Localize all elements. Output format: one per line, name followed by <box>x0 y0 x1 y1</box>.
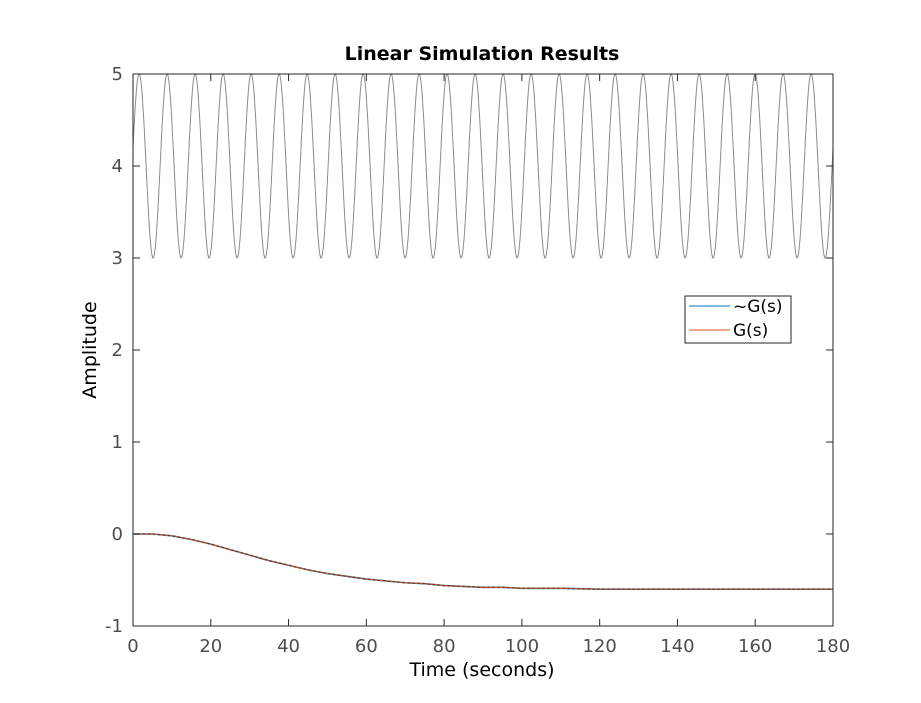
input-signal-line <box>132 73 834 259</box>
y-axis-ticks: -1 0 1 2 3 4 5 <box>105 64 833 637</box>
y-tick-label: 0 <box>112 524 123 545</box>
signal-layer <box>132 73 834 259</box>
x-tick-label: 0 <box>127 636 138 657</box>
x-tick-label: 40 <box>277 636 300 657</box>
x-tick-label: 180 <box>816 636 850 657</box>
plot-area <box>132 73 834 627</box>
x-tick-label: 160 <box>738 636 772 657</box>
series-line-2 <box>133 533 833 590</box>
y-tick-label: 5 <box>112 64 123 85</box>
chart-title: Linear Simulation Results <box>345 43 620 65</box>
legend: ~G(s) G(s) <box>684 295 792 344</box>
axes-background <box>133 74 833 626</box>
x-tick-label: 80 <box>433 636 456 657</box>
x-tick-label: 100 <box>505 636 539 657</box>
y-tick-label: 2 <box>112 340 123 361</box>
x-axis-ticks: 0 20 40 60 80 100 120 140 160 180 <box>127 74 850 657</box>
x-tick-label: 140 <box>660 636 694 657</box>
y-tick-label: -1 <box>105 616 123 637</box>
x-axis-title: Time (seconds) <box>408 659 554 681</box>
x-tick-label: 120 <box>582 636 616 657</box>
x-tick-label: 20 <box>199 636 222 657</box>
legend-label-series-2: G(s) <box>733 321 768 341</box>
y-tick-label: 4 <box>112 156 123 177</box>
y-axis-title: Amplitude <box>79 301 101 398</box>
y-tick-label: 3 <box>112 248 123 269</box>
x-tick-label: 60 <box>355 636 378 657</box>
legend-label-series-1: ~G(s) <box>733 297 783 317</box>
series-layer <box>133 533 833 591</box>
y-tick-label: 1 <box>112 432 123 453</box>
legend-box <box>684 295 792 344</box>
